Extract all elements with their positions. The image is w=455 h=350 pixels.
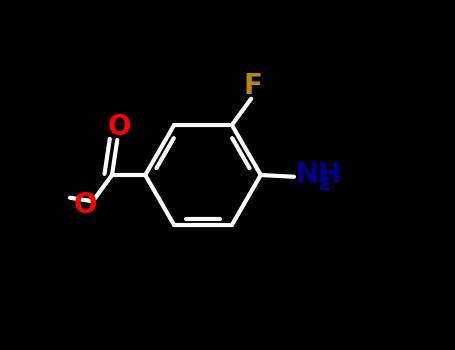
Text: NH: NH — [296, 161, 342, 189]
Text: F: F — [243, 72, 263, 100]
Text: O: O — [73, 191, 97, 219]
Text: O: O — [107, 113, 131, 141]
Text: 2: 2 — [318, 175, 331, 194]
